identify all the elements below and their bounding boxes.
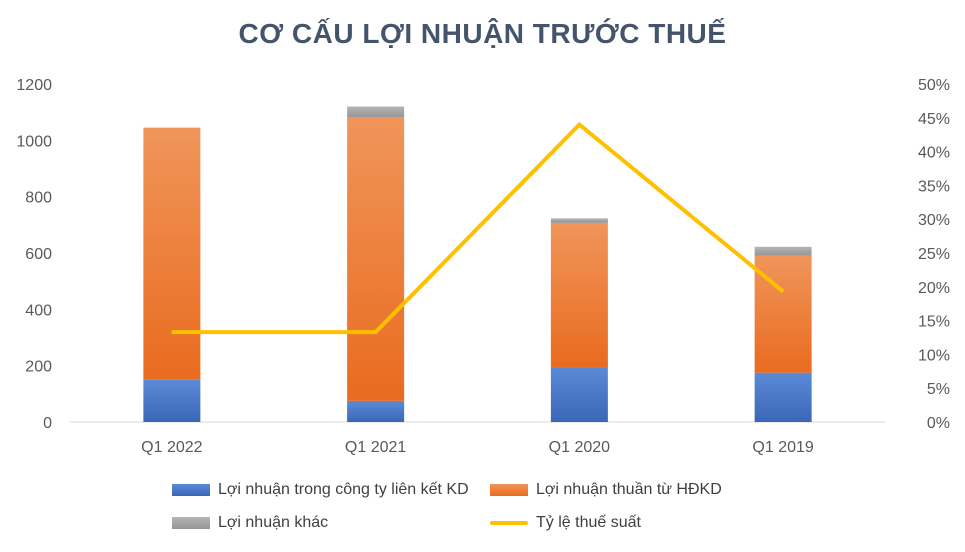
bar-khac [347, 106, 405, 117]
bar-hdkd [550, 222, 608, 368]
y2-tick-label: 35% [918, 178, 950, 195]
line-point [578, 124, 580, 126]
y-tick-label: 1000 [16, 133, 52, 150]
x-tick-label: Q1 2021 [345, 439, 406, 456]
y-tick-label: 0 [43, 415, 52, 432]
bar-lien-ket [550, 367, 608, 422]
line-point [171, 331, 173, 333]
y-tick-label: 600 [25, 246, 52, 263]
y2-tick-label: 5% [927, 381, 950, 398]
y-tick-label: 400 [25, 302, 52, 319]
x-tick-label: Q1 2022 [141, 439, 202, 456]
y-tick-label: 800 [25, 190, 52, 207]
bar-khac [754, 246, 812, 256]
y2-tick-label: 0% [927, 415, 950, 432]
x-tick-label: Q1 2019 [752, 439, 813, 456]
chart-title: CƠ CẤU LỢI NHUẬN TRƯỚC THUẾ [238, 18, 727, 49]
y2-tick-label: 45% [918, 111, 950, 128]
y2-tick-label: 40% [918, 145, 950, 162]
x-tick-label: Q1 2020 [549, 439, 610, 456]
bar-hdkd [143, 127, 201, 380]
line-thue-suat [171, 121, 785, 335]
y2-tick-label: 50% [918, 77, 950, 94]
y2-tick-label: 20% [918, 280, 950, 297]
bar-lien-ket [347, 400, 405, 422]
bar-lien-ket [754, 372, 812, 422]
bar-khac [550, 218, 608, 223]
bar-lien-ket [143, 379, 201, 422]
bar-hdkd [347, 116, 405, 401]
y2-tick-label: 30% [918, 212, 950, 229]
y-tick-label: 200 [25, 359, 52, 376]
line-point [782, 291, 784, 293]
y2-tick-label: 10% [918, 347, 950, 364]
line-point [375, 331, 377, 333]
y2-tick-label: 15% [918, 314, 950, 331]
y-tick-label: 1200 [16, 77, 52, 94]
y2-tick-label: 25% [918, 246, 950, 263]
